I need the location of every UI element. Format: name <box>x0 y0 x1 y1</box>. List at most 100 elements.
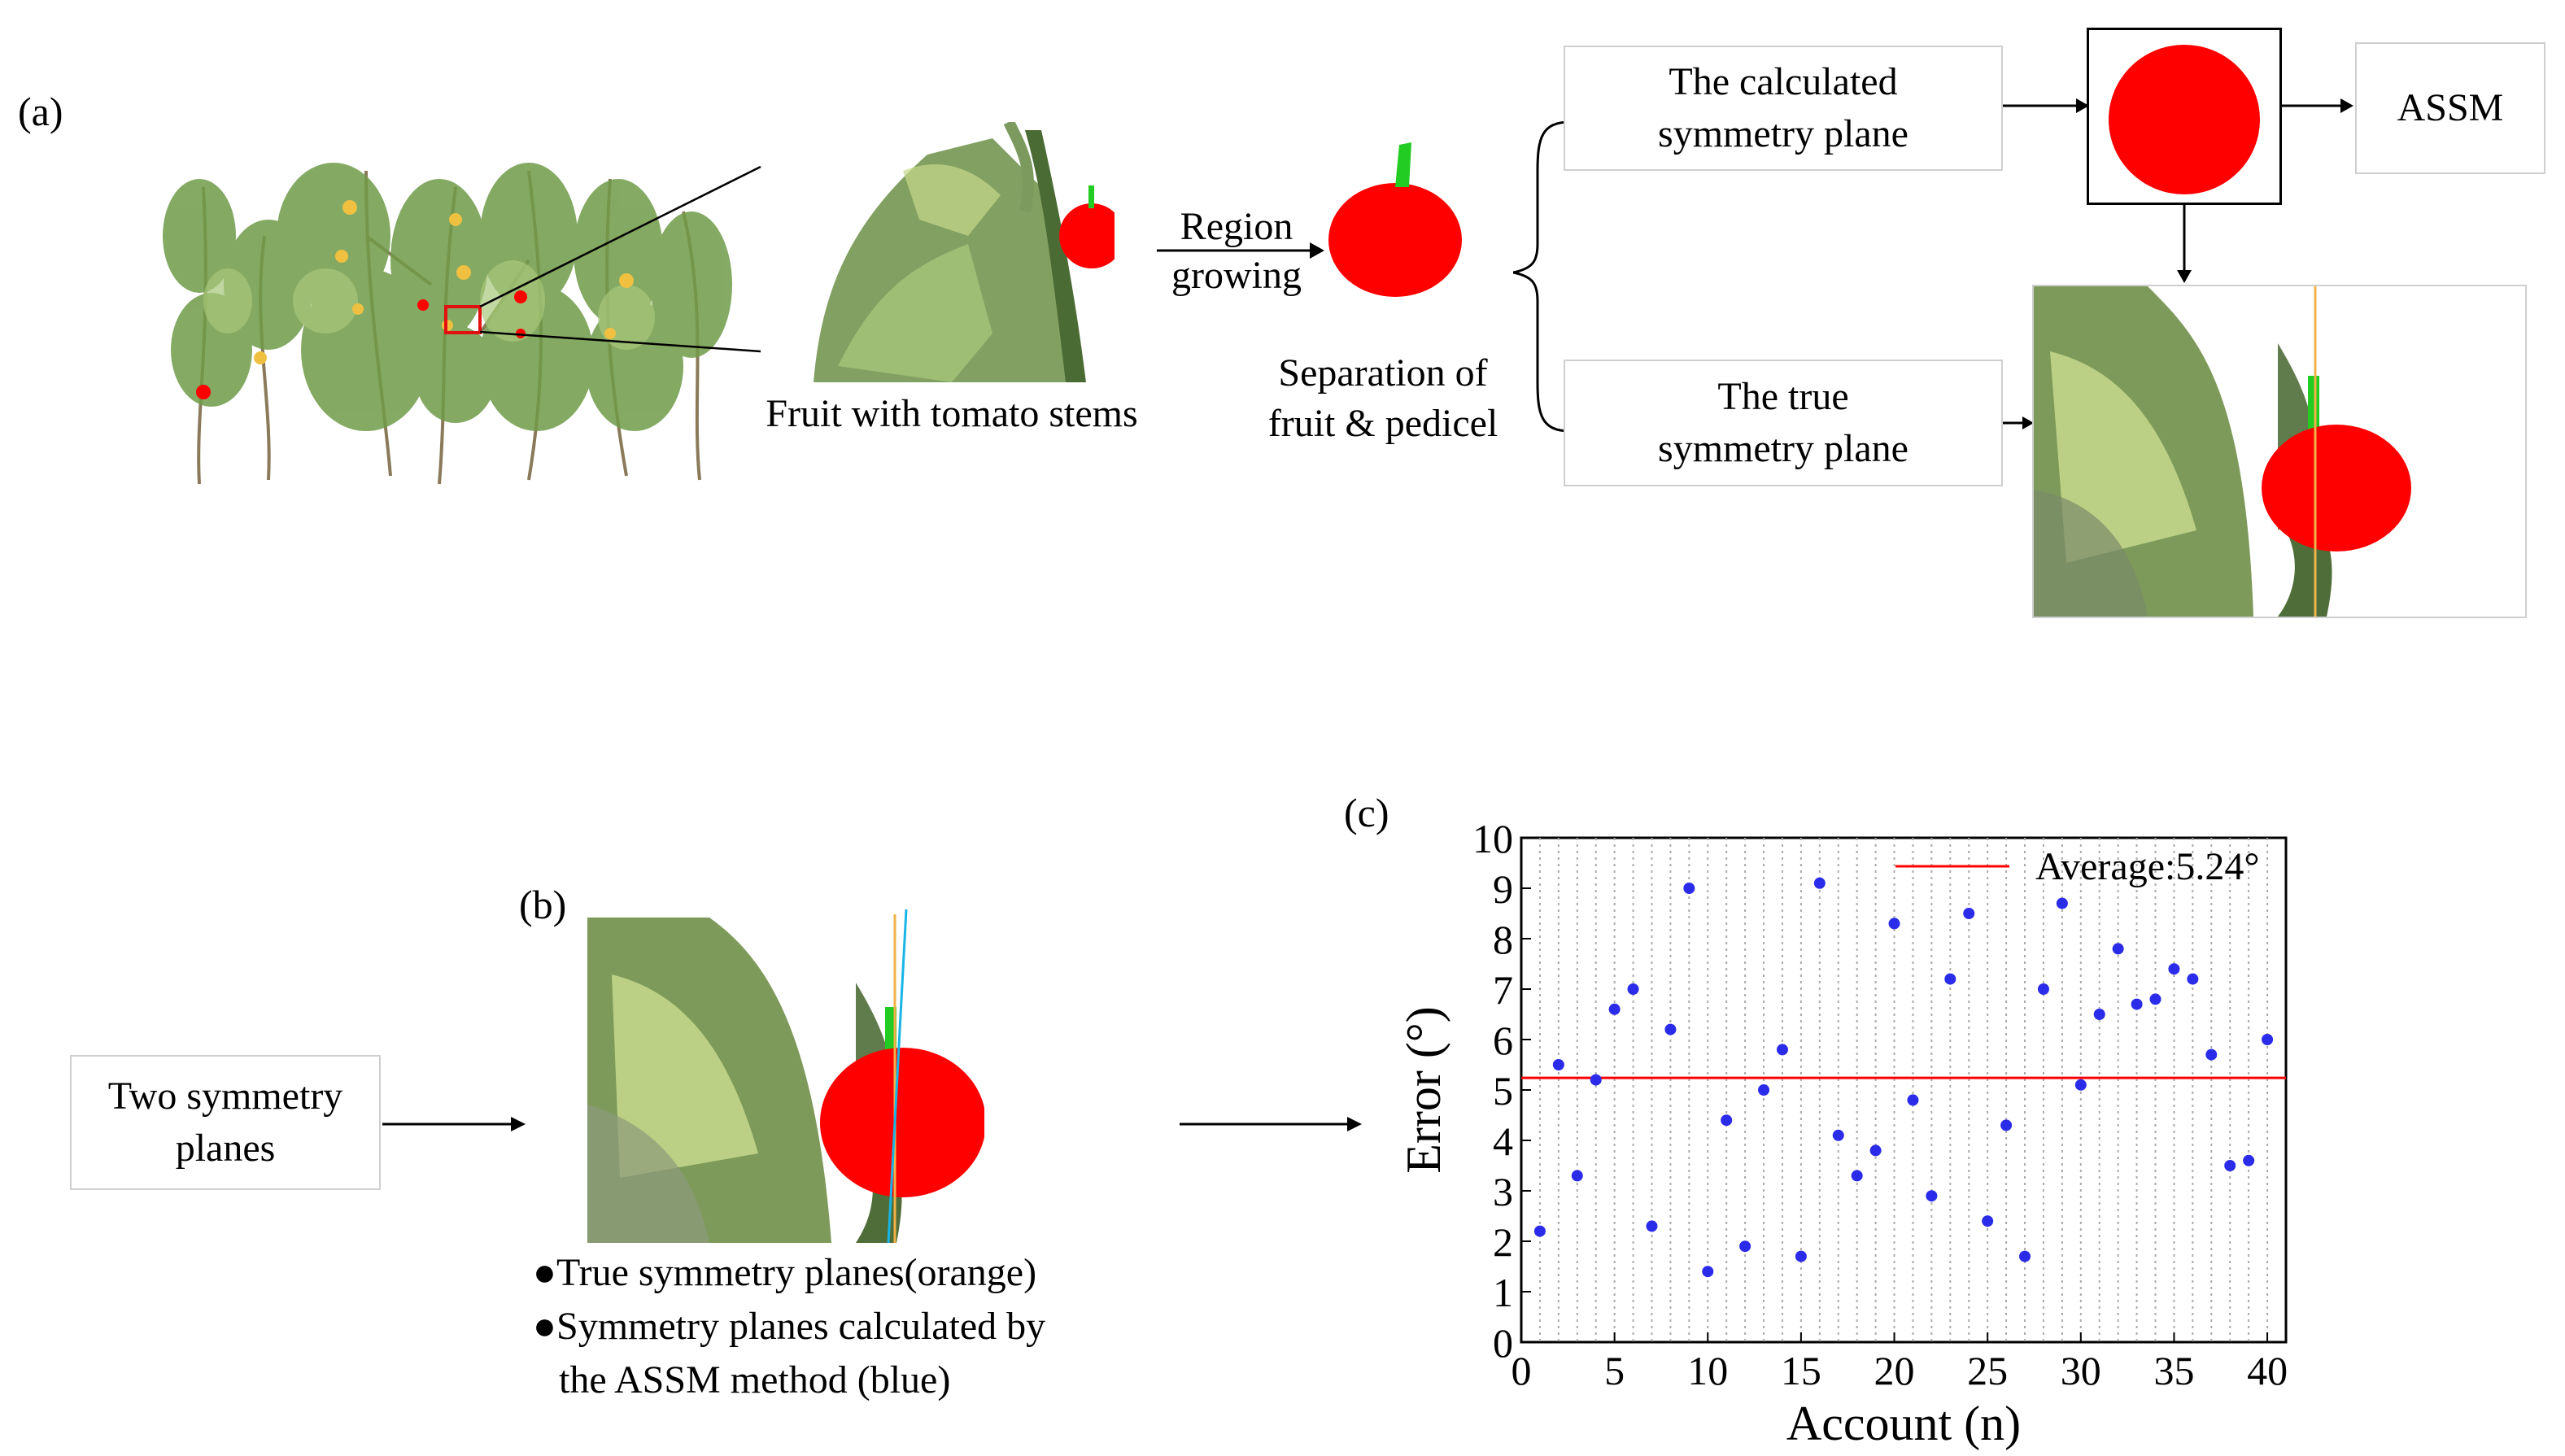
calculated-plane-line1: The calculated <box>1669 60 1898 103</box>
y-tick-label: 6 <box>1493 1018 1513 1063</box>
separation-line1: Separation of <box>1278 351 1488 395</box>
true-plane-line2: symmetry plane <box>1658 427 1908 470</box>
separation-line2: fruit & pedicel <box>1267 402 1498 445</box>
panel-b-label: (b) <box>519 882 567 927</box>
arrow-down-to-result <box>2177 205 2192 283</box>
panel-a-label: (a) <box>18 89 63 134</box>
bullet-dot: ● <box>533 1305 556 1348</box>
y-tick-label: 10 <box>1472 816 1513 861</box>
y-tick-label: 0 <box>1493 1320 1513 1366</box>
arrow-to-panel-b-image <box>382 1117 526 1131</box>
region-growing-line1: Region <box>1180 205 1293 248</box>
data-point <box>2019 1250 2031 1262</box>
tomato-plants-illustration <box>163 163 732 485</box>
arrow-to-chart <box>1180 1117 1362 1131</box>
data-point <box>1795 1250 1807 1262</box>
y-axis-label: Error (°) <box>1397 1006 1450 1174</box>
x-tick-label: 35 <box>2153 1348 2194 1393</box>
data-point <box>2000 1119 2013 1131</box>
data-point <box>1552 1059 1564 1070</box>
split-brace <box>1513 120 1571 433</box>
y-tick-label: 9 <box>1493 866 1513 912</box>
y-tick-label: 1 <box>1493 1270 1513 1315</box>
x-tick-label: 0 <box>1512 1348 1532 1393</box>
true-plane-overlay-image <box>2034 286 2411 617</box>
fruit-with-stems-caption: Fruit with tomato stems <box>766 392 1138 435</box>
data-point <box>2074 1079 2087 1091</box>
panel-b-legend: ●True symmetry planes(orange) ●Symmetry … <box>533 1246 1045 1407</box>
data-point <box>1944 973 1956 985</box>
data-point <box>1721 1114 1733 1127</box>
x-axis-label: Account (n) <box>1786 1397 2021 1450</box>
data-point <box>1664 1023 1677 1035</box>
data-point <box>1758 1084 1770 1096</box>
two-planes-line1: Two symmetry <box>107 1075 343 1118</box>
separated-fruit-image <box>1328 142 1462 297</box>
data-point <box>2037 983 2049 995</box>
y-tick-label: 3 <box>1493 1169 1513 1214</box>
data-point <box>1683 883 1695 894</box>
arrow-to-fruit-box <box>2003 98 2089 113</box>
data-point <box>1982 1215 1994 1227</box>
data-point <box>2205 1048 2218 1061</box>
data-point <box>2243 1154 2255 1166</box>
data-point <box>1776 1044 1788 1056</box>
region-growing-arrow <box>1157 242 1324 259</box>
data-point <box>1702 1266 1714 1278</box>
data-point <box>2224 1160 2236 1171</box>
data-point <box>2112 943 2124 955</box>
data-point <box>1590 1074 1602 1086</box>
legend-average-label: Average:5.24° <box>2035 845 2260 888</box>
assm-label: ASSM <box>2397 86 2504 129</box>
arrow-to-assm <box>2282 98 2353 113</box>
fruit-with-stems-zoom-image <box>805 122 1115 382</box>
data-point <box>1888 918 1900 930</box>
data-point <box>1571 1170 1583 1182</box>
region-growing-line2: growing <box>1171 254 1302 297</box>
data-point <box>1533 1225 1546 1237</box>
assm-plane-bullet-line2: the ASSM method (blue) <box>559 1358 951 1402</box>
x-tick-label: 25 <box>1967 1348 2008 1393</box>
panel-c-label: (c) <box>1344 790 1389 835</box>
data-point <box>2168 963 2180 975</box>
y-tick-label: 4 <box>1493 1118 1513 1164</box>
true-plane-bullet: True symmetry planes(orange) <box>556 1251 1037 1294</box>
data-point <box>1926 1190 1938 1202</box>
data-point <box>2093 1009 2105 1020</box>
two-planes-line2: planes <box>175 1127 276 1170</box>
two-planes-overlay-image <box>587 909 984 1243</box>
x-tick-label: 10 <box>1687 1348 1728 1393</box>
data-point <box>2056 897 2068 909</box>
data-point <box>1851 1170 1863 1182</box>
assm-plane-bullet-line1: Symmetry planes calculated by <box>556 1305 1046 1348</box>
data-point <box>1627 983 1639 995</box>
assm-box: ASSM <box>2355 42 2545 174</box>
x-tick-label: 15 <box>1781 1348 1821 1393</box>
fruit-result-image <box>2109 45 2260 194</box>
x-tick-label: 40 <box>2247 1348 2288 1393</box>
two-symmetry-planes-box: Two symmetry planes <box>70 1055 381 1190</box>
data-point <box>1739 1240 1751 1253</box>
plot-frame <box>1520 836 2288 1344</box>
x-tick-label: 20 <box>1874 1348 1915 1393</box>
data-point <box>1832 1129 1844 1141</box>
y-tick-label: 5 <box>1493 1068 1513 1114</box>
y-tick-label: 2 <box>1493 1219 1513 1265</box>
data-point <box>1869 1144 1882 1157</box>
data-point <box>1646 1220 1658 1232</box>
x-tick-label: 5 <box>1604 1348 1625 1393</box>
true-plane-overlay-image-box <box>2032 285 2527 618</box>
data-point <box>2131 998 2143 1010</box>
data-point <box>1813 877 1826 889</box>
y-tick-label: 8 <box>1493 917 1513 962</box>
y-tick-label: 7 <box>1493 967 1513 1013</box>
data-point <box>1608 1003 1621 1015</box>
calculated-plane-line2: symmetry plane <box>1658 112 1908 155</box>
x-tick-label: 30 <box>2061 1348 2101 1393</box>
data-point <box>2187 973 2199 985</box>
arrow-to-overlay-image <box>2003 416 2034 429</box>
true-plane-line1: The true <box>1717 375 1849 418</box>
bullet-dot: ● <box>533 1251 556 1294</box>
